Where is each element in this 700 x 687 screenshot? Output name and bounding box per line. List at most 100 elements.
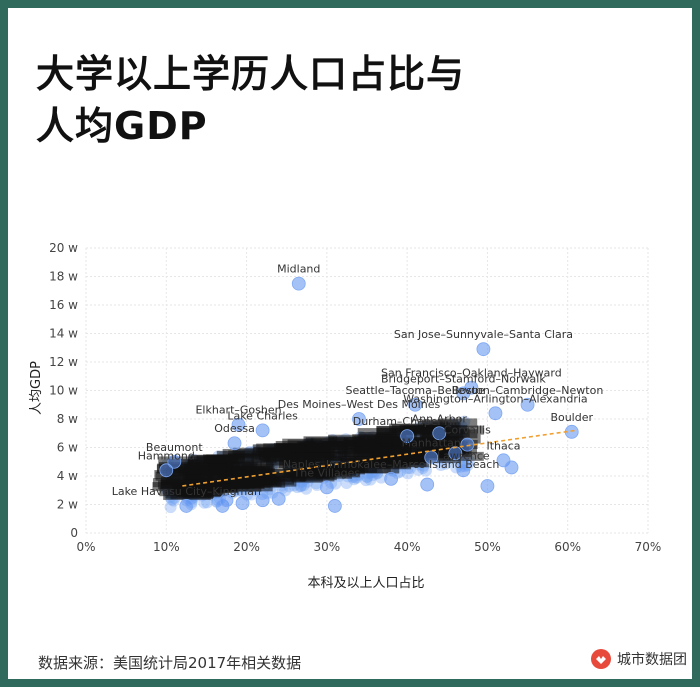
data-point	[456, 386, 471, 401]
overlapping-label-mass	[204, 483, 239, 493]
cluster-point	[375, 471, 388, 484]
y-tick-label: 8 w	[57, 412, 78, 426]
overlapping-label-mass	[439, 451, 484, 461]
data-point	[384, 471, 398, 486]
trend-line	[182, 429, 576, 487]
point-label: Odessa	[214, 422, 255, 435]
overlapping-label-mass	[354, 443, 395, 453]
point-label: Bridgeport–Stamford–Norwalk	[381, 372, 546, 385]
y-axis-label: 人均GDP	[29, 361, 44, 415]
overlapping-label-mass	[381, 437, 426, 447]
x-tick-label: 70%	[635, 540, 662, 554]
point-label: Beaumont	[146, 441, 203, 454]
x-axis-label: 本科及以上人口占比	[307, 576, 424, 591]
data-point	[319, 480, 334, 495]
point-label: The Villages	[293, 466, 361, 479]
data-points	[159, 276, 579, 513]
point-label: Manhattan	[402, 436, 461, 449]
point-label: Lake Charles	[227, 409, 298, 422]
point-label: San Jose–Sunnyvale–Santa Clara	[394, 328, 573, 341]
overlapping-label-mass	[436, 434, 481, 444]
overlapping-label-mass	[338, 449, 374, 459]
point-label: Boston–Cambridge–Newton	[452, 384, 603, 397]
point-label: Ann Arbor	[412, 412, 468, 425]
overlapping-label-mass	[263, 452, 296, 462]
data-point	[408, 397, 423, 412]
overlapping-label-mass	[284, 452, 331, 462]
data-point	[352, 412, 366, 426]
cluster-point	[294, 479, 307, 492]
point-label: Washington–Arlington–Alexandria	[403, 392, 587, 405]
data-point	[424, 450, 439, 465]
overlapping-label-mass	[243, 478, 286, 488]
cluster-point	[359, 474, 372, 487]
overlapping-label-mass	[209, 462, 258, 472]
y-tick-label: 10 w	[49, 384, 78, 398]
overlapping-label-mass	[391, 444, 433, 454]
data-point	[255, 423, 270, 438]
overlapping-label-mass	[378, 453, 425, 463]
point-labels: Midland San Jose–Sunnyvale–Santa Clara San…	[112, 263, 604, 498]
data-point	[291, 276, 306, 291]
data-point	[488, 406, 503, 421]
overlapping-label-mass	[420, 453, 461, 463]
data-point	[227, 436, 242, 451]
chart-title-line2: 人均GDP	[36, 104, 208, 148]
x-tick-label: 40%	[394, 540, 421, 554]
point-label: Durham–Chapel Hill	[353, 415, 462, 428]
data-point	[476, 342, 491, 357]
y-tick-label: 12 w	[49, 355, 78, 369]
point-label: Des Moines–West Des Moines	[278, 398, 441, 411]
brand-name: 城市数据团	[617, 652, 687, 668]
x-tick-label: 10%	[153, 540, 180, 554]
point-label: Ithaca	[486, 439, 520, 452]
point-label: Elkhart–Goshen	[195, 404, 281, 417]
data-point	[400, 429, 415, 444]
cluster-point	[364, 473, 377, 486]
overlapping-label-mass	[200, 470, 233, 480]
cluster-point	[419, 464, 432, 477]
overlapping-label-mass	[188, 454, 227, 464]
x-tick-label: 30%	[314, 540, 341, 554]
overlapping-label-mass	[260, 468, 308, 478]
overlapping-label-mass	[282, 460, 312, 470]
cluster-point	[300, 482, 313, 495]
overlapping-label-mass	[316, 469, 352, 479]
overlapping-label-mass	[376, 425, 412, 435]
y-tick-label: 6 w	[57, 441, 78, 455]
data-point	[255, 493, 270, 508]
data-point	[167, 454, 182, 469]
y-tick-label: 0	[70, 526, 78, 540]
overlapping-label-mass	[359, 432, 399, 442]
data-point	[456, 463, 471, 478]
point-label: Naples–Immokalee–Marco Island Beach	[283, 458, 500, 471]
data-point	[159, 463, 174, 478]
overlapping-label-mass	[423, 425, 468, 435]
overlapping-label-mass	[252, 444, 299, 454]
point-label: Boulder	[550, 411, 593, 424]
data-point	[271, 491, 286, 506]
y-axis-ticks: 0 2 w 4 w 6 w 8 w 10 w 12 w 14 w 16 w 18 w 20 w	[49, 241, 78, 540]
overlapping-label-mass	[354, 457, 392, 467]
data-point	[480, 479, 495, 493]
data-point	[235, 496, 250, 510]
data-point	[504, 460, 519, 475]
overlapping-label-mass	[233, 454, 277, 464]
chart-title-line1: 大学以上学历人口占比与	[36, 52, 466, 96]
brand: 城市数据团	[591, 649, 687, 669]
cluster-point	[164, 501, 177, 514]
chart-card: 大学以上学历人口占比与 人均GDP 0 2 w 4 w 6 w 8 w 10 w 12 w 1…	[8, 8, 692, 679]
y-tick-label: 14 w	[49, 327, 78, 341]
trend-line-path	[182, 429, 576, 487]
y-tick-label: 4 w	[57, 469, 78, 483]
y-tick-label: 16 w	[49, 298, 78, 312]
data-point	[219, 493, 234, 508]
x-axis-ticks: 0% 10% 20% 30% 40% 50% 60% 70%	[76, 540, 661, 554]
point-label: Lawrence	[437, 449, 490, 462]
overlapping-label-mass	[328, 434, 376, 444]
data-point	[231, 417, 246, 432]
y-tick-label: 20 w	[49, 241, 78, 255]
overlapping-label-mass	[152, 482, 195, 492]
point-label: Midland	[277, 263, 320, 276]
x-tick-label: 0%	[76, 540, 95, 554]
